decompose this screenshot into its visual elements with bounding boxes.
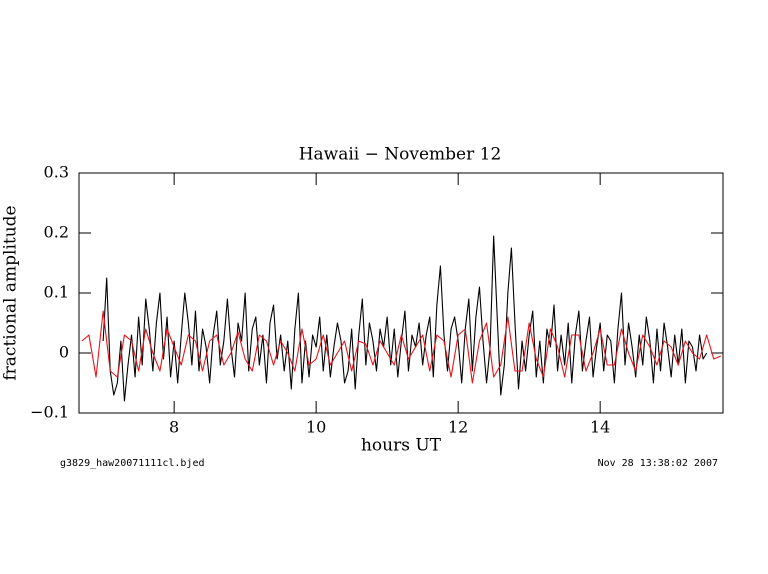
y-tick-label: −0.1 xyxy=(30,403,69,422)
footer-right: Nov 28 13:38:02 2007 xyxy=(598,458,718,469)
y-tick-label: 0 xyxy=(59,343,69,362)
x-tick-label: 12 xyxy=(448,418,468,437)
footer-left: g3829_haw20071111cl.bjed xyxy=(60,458,205,469)
plot-frame xyxy=(78,172,724,414)
data-line xyxy=(81,310,722,384)
y-axis-label: fractional amplitude xyxy=(1,205,21,380)
y-tick-label: 0.1 xyxy=(44,283,69,302)
x-tick-label: 8 xyxy=(169,418,179,437)
y-tick-label: 0.3 xyxy=(44,163,69,182)
chart-title: Hawaii − November 12 xyxy=(299,145,502,165)
y-tick-label: 0.2 xyxy=(44,223,69,242)
data-line xyxy=(102,235,708,402)
x-tick-label: 14 xyxy=(590,418,610,437)
x-tick-label: 10 xyxy=(306,418,326,437)
x-axis-label: hours UT xyxy=(361,436,442,456)
